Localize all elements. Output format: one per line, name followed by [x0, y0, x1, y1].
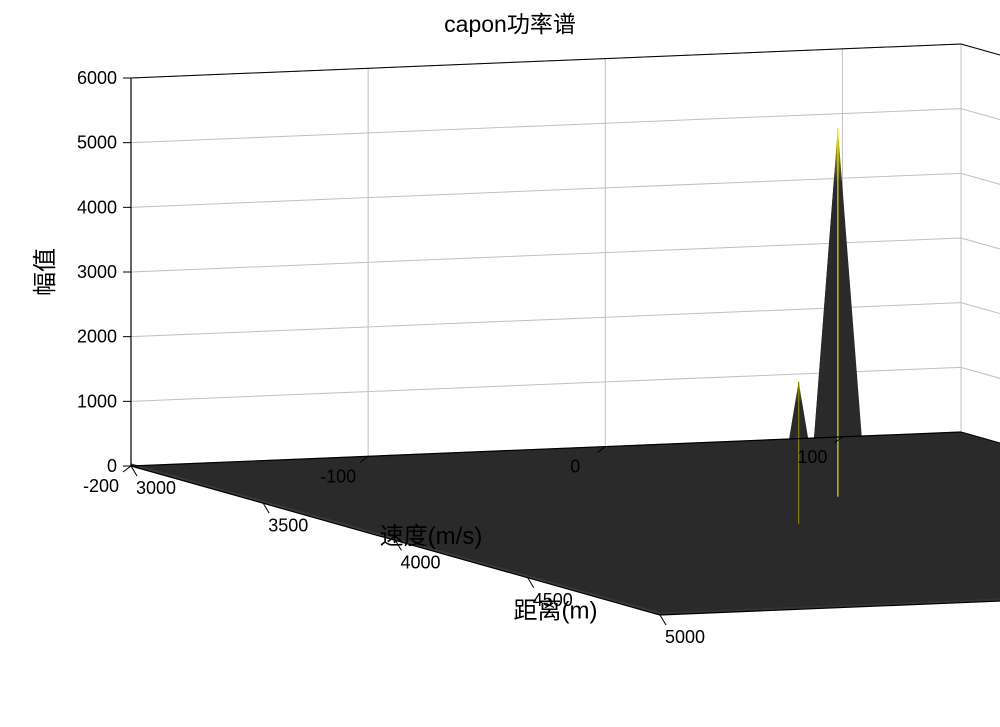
svg-text:5000: 5000 — [665, 627, 705, 647]
svg-text:0: 0 — [107, 456, 117, 476]
capon-power-spectrum-chart: 0100020003000400050006000300035004000450… — [0, 0, 1000, 727]
svg-text:幅值: 幅值 — [32, 248, 59, 296]
svg-text:-100: -100 — [320, 466, 356, 486]
svg-text:100: 100 — [797, 447, 827, 467]
svg-text:3500: 3500 — [268, 515, 308, 535]
svg-text:5000: 5000 — [77, 133, 117, 153]
svg-text:6000: 6000 — [77, 68, 117, 88]
svg-text:1000: 1000 — [77, 391, 117, 411]
svg-text:-200: -200 — [83, 476, 119, 496]
svg-text:2000: 2000 — [77, 327, 117, 347]
svg-text:4000: 4000 — [77, 197, 117, 217]
svg-text:capon功率谱: capon功率谱 — [444, 11, 576, 37]
svg-text:4000: 4000 — [400, 553, 440, 573]
svg-text:3000: 3000 — [136, 478, 176, 498]
chart-svg: 0100020003000400050006000300035004000450… — [0, 0, 1000, 727]
svg-text:0: 0 — [570, 457, 580, 477]
svg-text:速度(m/s): 速度(m/s) — [380, 523, 483, 550]
svg-text:距离(m): 距离(m) — [514, 598, 598, 625]
svg-text:3000: 3000 — [77, 262, 117, 282]
